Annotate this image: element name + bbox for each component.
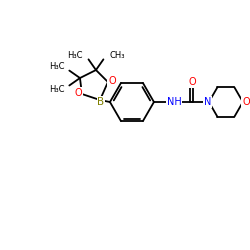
Text: H₃C: H₃C xyxy=(49,85,64,94)
Text: O: O xyxy=(242,97,250,107)
Text: CH₃: CH₃ xyxy=(110,51,125,60)
Text: B: B xyxy=(98,97,104,107)
Text: N: N xyxy=(204,97,212,107)
Text: NH: NH xyxy=(166,97,181,107)
Text: O: O xyxy=(74,88,82,98)
Text: H₃C: H₃C xyxy=(49,62,64,71)
Text: H₃C: H₃C xyxy=(67,51,82,60)
Text: O: O xyxy=(188,77,196,87)
Text: O: O xyxy=(108,76,116,86)
Text: N: N xyxy=(204,97,212,107)
